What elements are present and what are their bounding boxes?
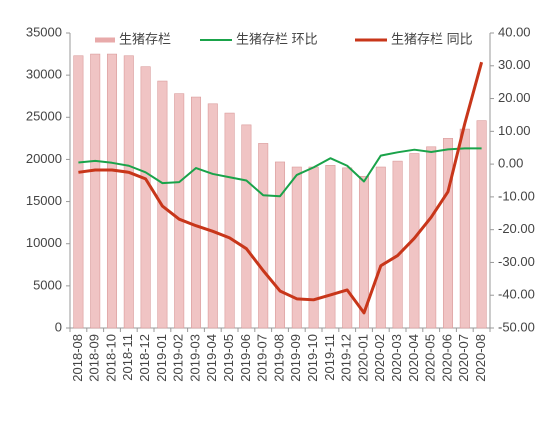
bar — [174, 93, 185, 329]
y-tick-label: 35000 — [26, 24, 62, 39]
x-tick-label: 2018-12 — [137, 334, 152, 382]
y2-tick-label: 10.00 — [498, 123, 531, 138]
y2-tick-label: -30.00 — [498, 254, 535, 269]
bar — [325, 165, 336, 329]
x-tick-label: 2018-11 — [120, 334, 135, 381]
bar — [342, 167, 353, 329]
x-tick-label: 2020-02 — [372, 334, 387, 382]
y2-tick-label: -20.00 — [498, 221, 535, 236]
bar — [459, 128, 470, 329]
x-tick-label: 2019-08 — [271, 334, 286, 382]
bar — [241, 124, 252, 329]
bar — [358, 175, 370, 329]
bar — [140, 66, 151, 329]
x-tick-label: 2020-05 — [423, 334, 438, 382]
x-tick-label: 2019-06 — [238, 334, 253, 382]
x-tick-label: 2019-12 — [339, 334, 354, 382]
bar — [73, 55, 84, 329]
x-tick-label: 2020-03 — [389, 334, 404, 382]
bar — [274, 161, 286, 329]
y2-tick-label: -10.00 — [498, 188, 535, 203]
bar — [409, 153, 420, 329]
x-tick-label: 2019-07 — [255, 334, 270, 382]
bar — [123, 55, 134, 329]
bar — [426, 146, 437, 329]
y-tick-label: 30000 — [26, 67, 62, 82]
y2-tick-label: -50.00 — [498, 319, 535, 334]
legend-label: 生猪存栏 — [119, 31, 171, 46]
bar — [90, 53, 101, 329]
bar — [308, 166, 319, 329]
x-tick-label: 2019-02 — [171, 334, 186, 382]
y-tick-label: 25000 — [26, 109, 62, 124]
y2-tick-label: 40.00 — [498, 24, 531, 39]
x-tick-label: 2019-03 — [187, 334, 202, 382]
y2-tick-label: 20.00 — [498, 90, 531, 105]
x-tick-label: 2019-04 — [204, 334, 219, 382]
legend-label: 生猪存栏 环比 — [236, 31, 318, 46]
x-tick-label: 2019-01 — [154, 334, 169, 382]
line — [78, 61, 484, 315]
y2-tick-label: 0.00 — [498, 156, 523, 171]
x-tick-label: 2018-08 — [70, 334, 85, 382]
x-tick-label: 2020-04 — [406, 334, 421, 382]
x-tick-label: 2019-10 — [305, 334, 320, 382]
x-tick-label: 2020-07 — [456, 334, 471, 382]
y2-tick-label: -40.00 — [498, 287, 535, 302]
x-tick-label: 2019-09 — [288, 334, 303, 382]
y-tick-label: 0 — [55, 319, 62, 334]
x-tick-label: 2020-08 — [473, 334, 488, 382]
bar — [207, 103, 218, 329]
bar — [291, 166, 302, 329]
x-tick-label: 2020-06 — [439, 334, 454, 382]
bar — [224, 112, 235, 329]
bar — [476, 120, 487, 329]
x-tick-label: 2018-10 — [103, 334, 118, 382]
bar — [375, 166, 386, 329]
bar — [392, 160, 403, 329]
legend-label: 生猪存栏 同比 — [391, 31, 473, 46]
line — [78, 147, 482, 198]
x-tick-label: 2020-01 — [355, 334, 370, 382]
x-tick-label: 2019-11 — [322, 334, 337, 381]
bar — [190, 96, 202, 329]
y-tick-label: 20000 — [26, 151, 62, 166]
x-tick-label: 2018-09 — [87, 334, 102, 382]
bar — [442, 138, 454, 329]
y-tick-label: 15000 — [26, 193, 62, 208]
y2-tick-label: 30.00 — [498, 57, 531, 72]
y-tick-label: 10000 — [26, 235, 62, 250]
x-tick-label: 2019-05 — [221, 334, 236, 382]
bar — [258, 143, 269, 329]
y-tick-label: 5000 — [33, 277, 62, 292]
bar — [106, 53, 118, 329]
